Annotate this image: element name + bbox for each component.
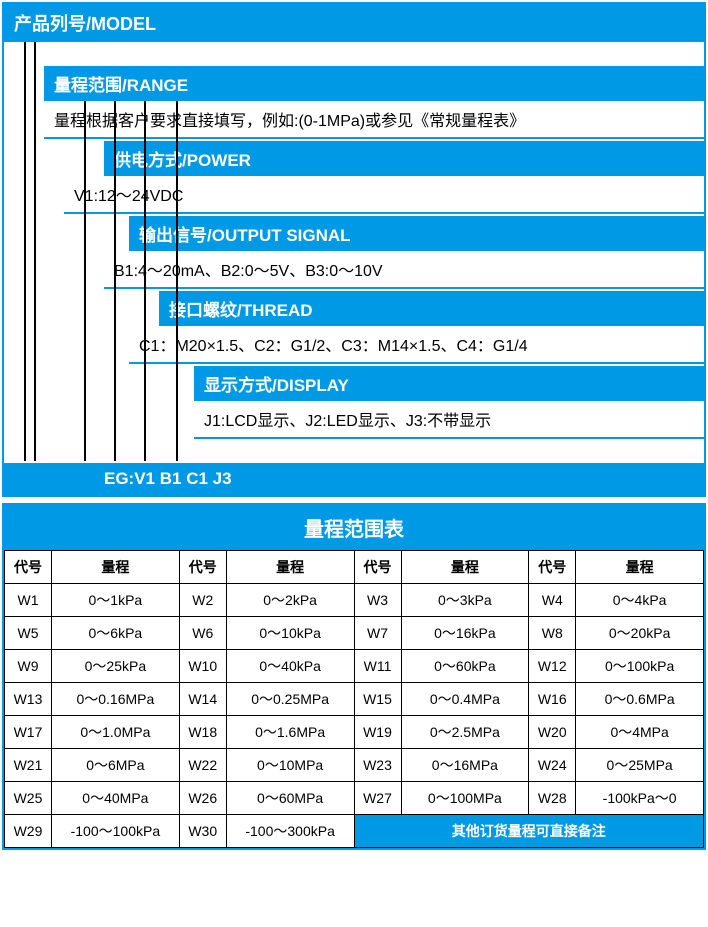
range-value: 0～1kPa — [52, 584, 180, 617]
range-value: 0～3kPa — [401, 584, 529, 617]
range-code: W13 — [5, 683, 52, 716]
range-code: W23 — [354, 749, 401, 782]
range-code: W29 — [5, 815, 52, 848]
col-header-code: 代号 — [529, 551, 576, 584]
range-value: -100～100kPa — [52, 815, 180, 848]
range-value: 0～16MPa — [401, 749, 529, 782]
section-header: 量程范围/RANGE — [44, 64, 704, 101]
range-code: W17 — [5, 716, 52, 749]
selection-tree: 量程范围/RANGE量程根据客户要求直接填写，例如:(0-1MPa)或参见《常规… — [4, 42, 704, 495]
range-code: W14 — [179, 683, 226, 716]
range-value: 0～10kPa — [226, 617, 354, 650]
range-code: W18 — [179, 716, 226, 749]
section-header: 输出信号/OUTPUT SIGNAL — [129, 214, 704, 251]
col-header-range: 量程 — [52, 551, 180, 584]
range-code: W9 — [5, 650, 52, 683]
model-selection-panel: 产品列号/MODEL 量程范围/RANGE量程根据客户要求直接填写，例如:(0-… — [2, 2, 706, 497]
section-content: V1:12～24VDC — [64, 176, 704, 214]
table-row: W10～1kPaW20～2kPaW30～3kPaW40～4kPa — [5, 584, 704, 617]
range-code: W11 — [354, 650, 401, 683]
section-content: 量程根据客户要求直接填写，例如:(0-1MPa)或参见《常规量程表》 — [44, 101, 704, 139]
table-row: W50～6kPaW60～10kPaW70～16kPaW80～20kPa — [5, 617, 704, 650]
col-header-range: 量程 — [576, 551, 704, 584]
range-value: 0～60MPa — [226, 782, 354, 815]
range-code: W4 — [529, 584, 576, 617]
range-value: 0～20kPa — [576, 617, 704, 650]
range-code: W30 — [179, 815, 226, 848]
range-code: W8 — [529, 617, 576, 650]
range-code: W27 — [354, 782, 401, 815]
range-value: 0～6MPa — [52, 749, 180, 782]
range-value: 0～100MPa — [401, 782, 529, 815]
range-code: W15 — [354, 683, 401, 716]
table-row: W250～40MPaW260～60MPaW270～100MPaW28-100kP… — [5, 782, 704, 815]
range-value: 0～4kPa — [576, 584, 704, 617]
section-content: C1：M20×1.5、C2：G1/2、C3：M14×1.5、C4：G1/4 — [129, 326, 704, 364]
range-code: W6 — [179, 617, 226, 650]
range-code: W22 — [179, 749, 226, 782]
col-header-range: 量程 — [226, 551, 354, 584]
range-value: 0～10MPa — [226, 749, 354, 782]
table-row: W170～1.0MPaW180～1.6MPaW190～2.5MPaW200～4M… — [5, 716, 704, 749]
range-value: 0～1.6MPa — [226, 716, 354, 749]
range-value: 0～2kPa — [226, 584, 354, 617]
range-value: -100kPa～0 — [576, 782, 704, 815]
col-header-code: 代号 — [5, 551, 52, 584]
range-value: 0～40kPa — [226, 650, 354, 683]
range-code: W7 — [354, 617, 401, 650]
range-value: 0～6kPa — [52, 617, 180, 650]
range-code: W1 — [5, 584, 52, 617]
range-value: 0～0.25MPa — [226, 683, 354, 716]
model-header: 产品列号/MODEL — [4, 4, 704, 42]
section-header: 接口螺纹/THREAD — [159, 289, 704, 326]
range-code: W19 — [354, 716, 401, 749]
range-code: W24 — [529, 749, 576, 782]
range-value: 0～0.4MPa — [401, 683, 529, 716]
range-value: 0～100kPa — [576, 650, 704, 683]
range-code: W21 — [5, 749, 52, 782]
table-row: W90～25kPaW100～40kPaW110～60kPaW120～100kPa — [5, 650, 704, 683]
table-row: W29-100～100kPaW30-100～300kPa其他订货量程可直接备注 — [5, 815, 704, 848]
range-value: 0～60kPa — [401, 650, 529, 683]
range-value: 0～25MPa — [576, 749, 704, 782]
range-value: 0～0.6MPa — [576, 683, 704, 716]
range-value: 0～16kPa — [401, 617, 529, 650]
range-code: W2 — [179, 584, 226, 617]
range-code: W10 — [179, 650, 226, 683]
range-value: -100～300kPa — [226, 815, 354, 848]
col-header-code: 代号 — [354, 551, 401, 584]
range-value: 0～25kPa — [52, 650, 180, 683]
section-header: 供电方式/POWER — [104, 139, 704, 176]
table-row: W130～0.16MPaW140～0.25MPaW150～0.4MPaW160～… — [5, 683, 704, 716]
range-code: W3 — [354, 584, 401, 617]
col-header-range: 量程 — [401, 551, 529, 584]
range-value: 0～0.16MPa — [52, 683, 180, 716]
range-code: W25 — [5, 782, 52, 815]
col-header-code: 代号 — [179, 551, 226, 584]
range-table: 代号量程代号量程代号量程代号量程 W10～1kPaW20～2kPaW30～3kP… — [4, 550, 704, 848]
range-table-title: 量程范围表 — [4, 505, 704, 550]
section-content: B1:4～20mA、B2:0～5V、B3:0～10V — [104, 251, 704, 289]
section-content: J1:LCD显示、J2:LED显示、J3:不带显示 — [194, 401, 704, 439]
range-code: W26 — [179, 782, 226, 815]
range-code: W28 — [529, 782, 576, 815]
example-row: EG:V1 B1 C1 J3 — [4, 461, 704, 495]
range-value: 0～40MPa — [52, 782, 180, 815]
range-code: W20 — [529, 716, 576, 749]
table-row: W210～6MPaW220～10MPaW230～16MPaW240～25MPa — [5, 749, 704, 782]
range-value: 0～4MPa — [576, 716, 704, 749]
range-value: 0～2.5MPa — [401, 716, 529, 749]
range-note: 其他订货量程可直接备注 — [354, 815, 704, 848]
range-code: W16 — [529, 683, 576, 716]
range-code: W12 — [529, 650, 576, 683]
range-code: W5 — [5, 617, 52, 650]
range-table-panel: 量程范围表 代号量程代号量程代号量程代号量程 W10～1kPaW20～2kPaW… — [2, 503, 706, 850]
range-value: 0～1.0MPa — [52, 716, 180, 749]
section-header: 显示方式/DISPLAY — [194, 364, 704, 401]
